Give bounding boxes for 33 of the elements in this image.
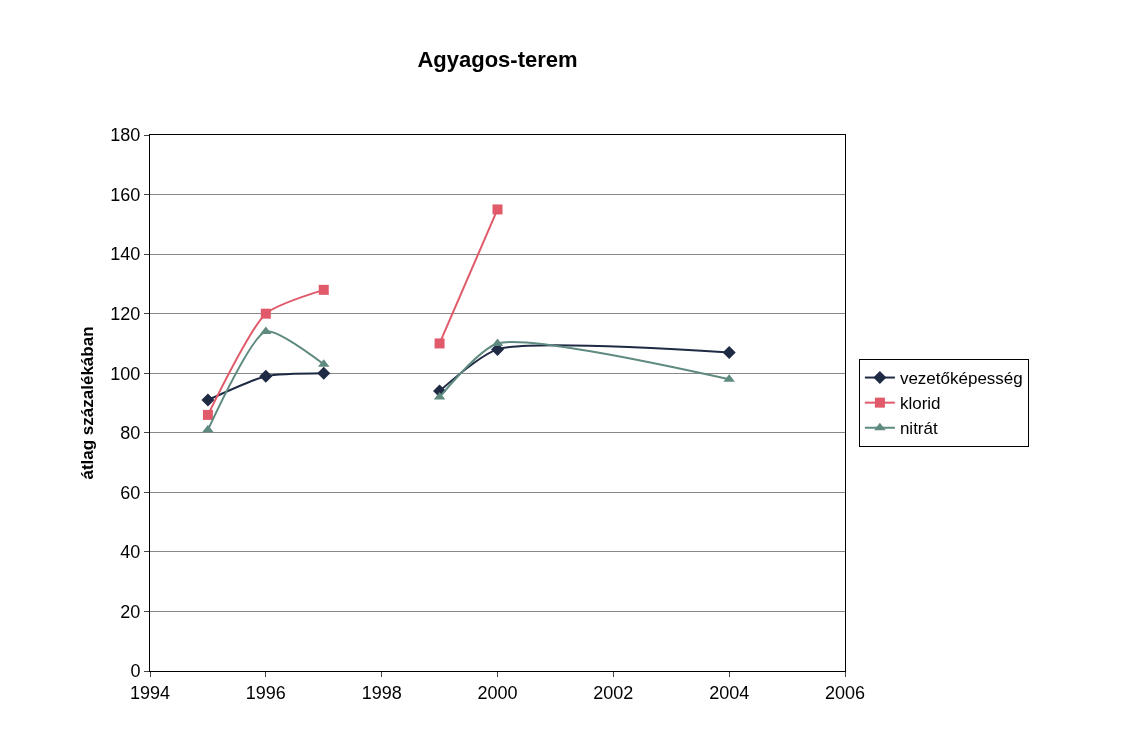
legend-label: vezetőképesség [899, 369, 1023, 389]
point [434, 338, 445, 349]
point [492, 204, 503, 215]
y-tick-label: 60 [120, 482, 141, 503]
y-tick-label: 20 [120, 601, 141, 622]
y-tick-label: 100 [110, 363, 141, 384]
x-tick-label: 2002 [593, 682, 634, 703]
point [259, 369, 273, 383]
y-tick-label: 0 [130, 661, 141, 682]
legend-label: nitrát [899, 419, 938, 439]
y-tick-label: 140 [110, 244, 141, 265]
x-tick-label: 1994 [129, 682, 171, 703]
point [201, 393, 215, 407]
point [317, 366, 331, 380]
y-tick-label: 80 [120, 423, 141, 444]
point [260, 326, 272, 335]
point [202, 424, 214, 433]
point [722, 345, 736, 359]
x-tick-label: 1996 [245, 682, 286, 703]
x-tick-label: 2004 [709, 682, 750, 703]
legend-label: klorid [899, 394, 941, 414]
y-tick-label: 40 [120, 542, 141, 563]
point [202, 409, 213, 420]
y-axis-title: átlag százalékában [77, 326, 97, 480]
point [318, 284, 329, 295]
x-tick-label: 1998 [361, 682, 402, 703]
point [260, 308, 271, 319]
y-tick-label: 120 [110, 303, 141, 324]
x-tick-label: 2000 [477, 682, 518, 703]
y-tick-label: 180 [110, 125, 141, 146]
y-tick-label: 160 [110, 184, 141, 205]
x-tick-label: 2006 [824, 682, 866, 703]
chart-title: Agyagos-terem [417, 46, 578, 72]
